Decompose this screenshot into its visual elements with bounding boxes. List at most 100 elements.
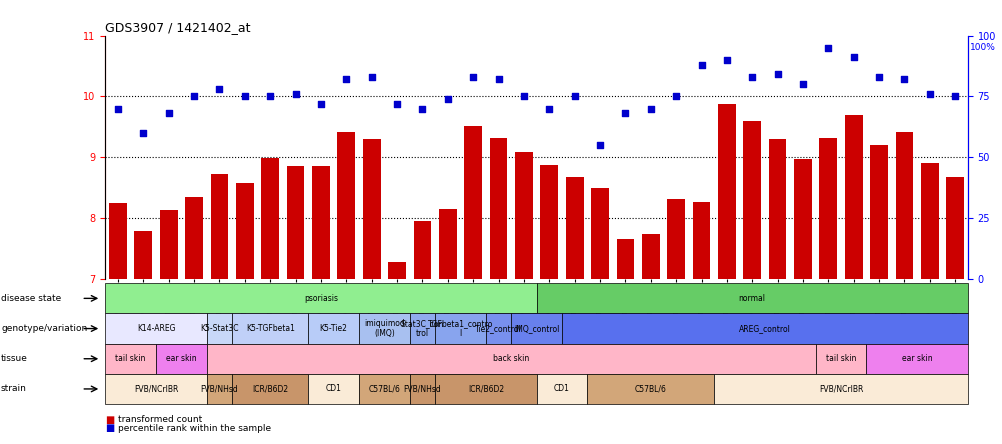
Point	[591, 142, 607, 149]
Bar	[235, 183, 254, 279]
Bar	[464, 126, 482, 279]
Point	[110, 105, 126, 112]
Text: back skin: back skin	[493, 354, 529, 363]
Text: Stat3C_con
trol: Stat3C_con trol	[401, 319, 444, 338]
Bar	[794, 159, 811, 279]
Text: 100%: 100%	[969, 43, 995, 52]
Text: tail skin: tail skin	[825, 354, 856, 363]
Point	[692, 61, 708, 68]
Text: CD1: CD1	[326, 385, 342, 393]
Text: GDS3907 / 1421402_at: GDS3907 / 1421402_at	[105, 21, 250, 34]
Point	[946, 93, 962, 100]
Bar	[210, 174, 228, 279]
Bar	[742, 121, 761, 279]
Bar	[388, 262, 406, 279]
Text: FVB/NHsd: FVB/NHsd	[403, 385, 441, 393]
Point	[490, 76, 506, 83]
Text: K14-AREG: K14-AREG	[136, 324, 175, 333]
Point	[414, 105, 430, 112]
Point	[769, 71, 785, 78]
Point	[338, 76, 354, 83]
Text: normal: normal	[738, 294, 765, 303]
Bar	[413, 221, 431, 279]
Bar	[337, 131, 355, 279]
Text: ear skin: ear skin	[166, 354, 196, 363]
Bar	[363, 139, 380, 279]
Bar	[134, 231, 152, 279]
Bar	[489, 138, 507, 279]
Bar	[515, 152, 532, 279]
Bar	[946, 177, 963, 279]
Text: FVB/NCrIBR: FVB/NCrIBR	[133, 385, 178, 393]
Point	[896, 76, 912, 83]
Bar	[717, 104, 735, 279]
Point	[262, 93, 278, 100]
Point	[921, 91, 937, 98]
Text: ear skin: ear skin	[901, 354, 932, 363]
Bar	[185, 197, 202, 279]
Bar	[565, 177, 583, 279]
Point	[566, 93, 582, 100]
Text: FVB/NHsd: FVB/NHsd	[200, 385, 238, 393]
Text: K5-Tie2: K5-Tie2	[320, 324, 348, 333]
Bar	[870, 145, 887, 279]
Point	[364, 73, 380, 80]
Bar	[920, 163, 938, 279]
Bar	[439, 209, 456, 279]
Point	[743, 73, 760, 80]
Bar	[312, 166, 330, 279]
Bar	[287, 166, 305, 279]
Point	[617, 110, 633, 117]
Bar	[666, 198, 684, 279]
Text: tail skin: tail skin	[115, 354, 145, 363]
Text: ICR/B6D2: ICR/B6D2	[467, 385, 503, 393]
Text: IMQ_control: IMQ_control	[513, 324, 559, 333]
Text: FVB/NCrIBR: FVB/NCrIBR	[818, 385, 863, 393]
Point	[288, 91, 304, 98]
Bar	[590, 188, 608, 279]
Text: genotype/variation: genotype/variation	[1, 324, 87, 333]
Bar	[616, 239, 633, 279]
Point	[135, 129, 151, 136]
Point	[541, 105, 557, 112]
Text: ICR/B6D2: ICR/B6D2	[252, 385, 288, 393]
Text: C57BL/6: C57BL/6	[368, 385, 400, 393]
Bar	[844, 115, 862, 279]
Point	[389, 100, 405, 107]
Bar	[159, 210, 177, 279]
Point	[870, 73, 886, 80]
Bar	[641, 234, 659, 279]
Bar	[819, 138, 837, 279]
Bar	[262, 159, 279, 279]
Point	[667, 93, 683, 100]
Point	[186, 93, 202, 100]
Text: psoriasis: psoriasis	[304, 294, 338, 303]
Point	[845, 54, 861, 61]
Bar	[895, 131, 913, 279]
Bar	[109, 203, 126, 279]
Text: CD1: CD1	[553, 385, 569, 393]
Bar	[692, 202, 709, 279]
Text: percentile rank within the sample: percentile rank within the sample	[118, 424, 272, 433]
Text: ■: ■	[105, 424, 114, 433]
Point	[160, 110, 176, 117]
Bar	[768, 139, 786, 279]
Text: C57BL/6: C57BL/6	[634, 385, 666, 393]
Point	[795, 81, 811, 88]
Text: tissue: tissue	[1, 354, 28, 363]
Text: AREG_control: AREG_control	[738, 324, 791, 333]
Bar	[540, 165, 557, 279]
Text: transformed count: transformed count	[118, 415, 202, 424]
Point	[515, 93, 531, 100]
Point	[718, 56, 734, 63]
Point	[211, 86, 227, 93]
Text: disease state: disease state	[1, 294, 61, 303]
Point	[439, 95, 455, 102]
Point	[465, 73, 481, 80]
Text: Tie2_control: Tie2_control	[475, 324, 521, 333]
Text: ■: ■	[105, 415, 114, 424]
Point	[642, 105, 658, 112]
Point	[313, 100, 329, 107]
Text: strain: strain	[1, 385, 27, 393]
Text: imiquimod
(IMQ): imiquimod (IMQ)	[364, 319, 405, 338]
